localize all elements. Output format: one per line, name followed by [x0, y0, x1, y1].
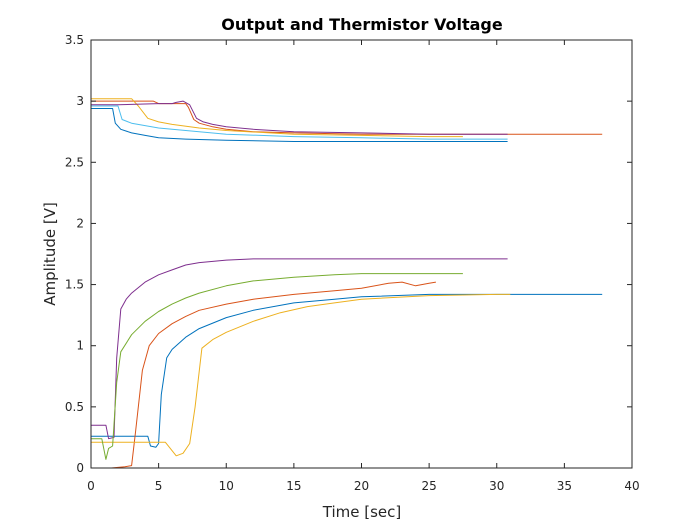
series-line-10 [91, 105, 508, 140]
series-line-6 [91, 108, 508, 142]
y-axis-title: Amplitude [V] [41, 202, 59, 306]
x-tick-label-8: 35 [557, 479, 572, 493]
series-line-9 [91, 100, 508, 135]
x-tick-label-2: 5 [155, 479, 163, 493]
y-tick-label-2: 0.5 [65, 400, 84, 414]
y-tick-label-5: 2 [76, 216, 84, 230]
y-tick-label-8: 3.5 [65, 33, 84, 47]
series-line-1 [91, 293, 603, 448]
plot-frame [90, 39, 633, 469]
x-axis-title: Time [sec] [322, 503, 401, 521]
y-tick-label-3: 1 [76, 339, 84, 353]
series-layer [91, 98, 603, 469]
x-tick-label-5: 20 [354, 479, 369, 493]
y-tick-label-4: 1.5 [65, 278, 84, 292]
y-tick-label-7: 3 [76, 94, 84, 108]
x-tick-label-6: 25 [421, 479, 436, 493]
plot-area [91, 40, 632, 468]
x-tick-label-4: 15 [286, 479, 301, 493]
y-tick-label-1: 0 [76, 461, 84, 475]
chart-title: Output and Thermistor Voltage [221, 15, 503, 34]
x-tick-label-1: 0 [87, 479, 95, 493]
x-tick-label-3: 10 [219, 479, 234, 493]
series-line-5 [91, 273, 463, 460]
series-line-8 [91, 98, 463, 138]
x-tick-label-7: 30 [489, 479, 504, 493]
series-line-2 [91, 281, 436, 469]
series-line-3 [91, 293, 511, 457]
series-line-7 [91, 100, 603, 135]
x-tick-label-9: 40 [624, 479, 639, 493]
y-tick-label-6: 2.5 [65, 155, 84, 169]
tick-layer: 0 5 10 15 20 25 30 35 40 0 0.5 1 1.5 2 2.5 3 3.5 [65, 33, 640, 493]
